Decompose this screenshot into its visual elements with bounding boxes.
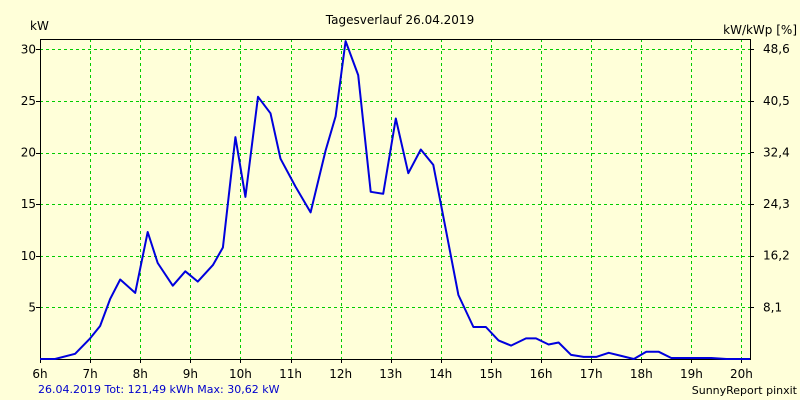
x-tick-label: 10h: [229, 367, 252, 381]
y2-tick-label: 48,6: [763, 42, 790, 56]
y-axis-left: 5 10 15 20 25 30: [21, 42, 40, 314]
y-axis-left-label: kW: [30, 19, 49, 33]
x-tick-label: 20h: [730, 367, 753, 381]
y2-tick-label: 16,2: [763, 249, 790, 263]
y-tick-label: 15: [21, 197, 36, 211]
y-tick-label: 10: [21, 249, 36, 263]
footer-credit: SunnyReport pinxit: [692, 384, 798, 397]
x-tick-label: 13h: [379, 367, 402, 381]
y-axis-right-label: kW/kWp [%]: [723, 23, 797, 37]
x-tick-label: 17h: [580, 367, 603, 381]
x-tick-label: 6h: [32, 367, 47, 381]
x-tick-label: 15h: [480, 367, 503, 381]
x-axis: 6h 7h 8h 9h 10h 11h 12h 13h 14h 15h 16h 17h 18h 19h 20…: [32, 359, 753, 381]
grid: [40, 39, 750, 359]
y2-tick-label: 24,3: [763, 197, 790, 211]
x-tick-label: 16h: [530, 367, 553, 381]
plot-frame: [40, 39, 751, 360]
y2-tick-label: 40,5: [763, 94, 790, 108]
y2-tick-label: 8,1: [763, 300, 782, 314]
y-tick-label: 5: [28, 300, 36, 314]
x-tick-label: 7h: [82, 367, 97, 381]
x-tick-label: 19h: [680, 367, 703, 381]
series-layer: [40, 40, 750, 360]
x-tick-label: 12h: [329, 367, 352, 381]
y2-tick-label: 32,4: [763, 145, 790, 159]
chart-title: Tagesverlauf 26.04.2019: [325, 13, 474, 27]
series-line: [40, 40, 750, 360]
x-tick-label: 9h: [183, 367, 198, 381]
x-tick-label: 8h: [133, 367, 148, 381]
y-axis-right: 8,1 16,2 24,3 32,4 40,5 48,6: [750, 42, 790, 314]
y-tick-label: 25: [21, 94, 36, 108]
x-tick-label: 11h: [279, 367, 302, 381]
x-tick-label: 14h: [429, 367, 452, 381]
x-tick-label: 18h: [630, 367, 653, 381]
y-tick-label: 30: [21, 42, 36, 56]
y-tick-label: 20: [21, 146, 36, 160]
footer-summary: 26.04.2019 Tot: 121,49 kWh Max: 30,62 kW: [38, 383, 280, 396]
